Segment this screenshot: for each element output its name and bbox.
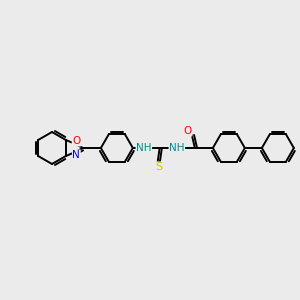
Text: S: S: [155, 162, 162, 172]
Text: NH: NH: [169, 143, 184, 153]
Text: O: O: [184, 126, 192, 136]
Text: O: O: [72, 136, 80, 146]
Text: NH: NH: [136, 143, 152, 153]
Text: N: N: [73, 150, 80, 160]
